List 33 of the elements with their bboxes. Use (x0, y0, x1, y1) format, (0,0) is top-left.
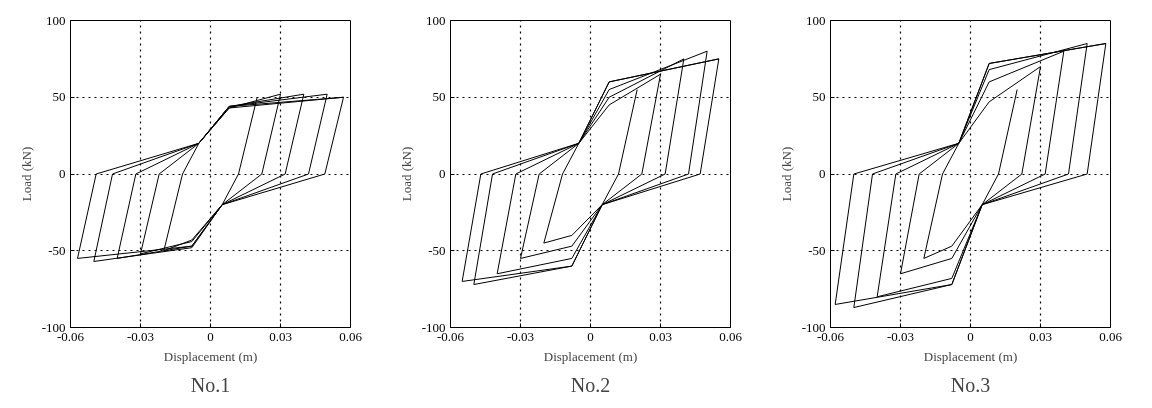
x-tick-label: -0.03 (126, 328, 155, 344)
y-axis-title: Load (kN) (18, 146, 34, 202)
x-tick-label: -0.03 (886, 328, 915, 344)
y-axis-title: Load (kN) (398, 146, 414, 202)
text: No.1 (190, 373, 231, 396)
y-axis-title: Load (kN) (778, 146, 794, 202)
x-tick-label: 0 (967, 328, 974, 344)
x-axis-title: Displacement (m) (543, 348, 638, 364)
y-tick-label: 50 (52, 89, 66, 105)
y-tick-label: 50 (812, 89, 826, 105)
y-tick-label: 100 (806, 12, 826, 28)
y-tick-label: 0 (439, 166, 446, 181)
y-tick-label: 50 (432, 89, 446, 105)
x-tick-label: -0.03 (506, 328, 535, 344)
x-tick-label: 0.03 (1029, 328, 1052, 344)
y-tick-label: 100 (426, 12, 446, 28)
y-tick-label: 0 (59, 166, 66, 181)
y-tick-label: 0 (819, 166, 826, 181)
y-tick-label: -50 (48, 242, 66, 258)
x-tick-label: 0.03 (269, 328, 292, 344)
y-tick-label: -50 (428, 242, 446, 258)
text: No.3 (950, 373, 991, 396)
x-tick-label: 0 (587, 328, 594, 344)
x-tick-label: 0.03 (649, 328, 672, 344)
x-tick-label: 0.06 (719, 328, 743, 344)
x-tick-label: 0.06 (339, 328, 363, 344)
x-axis-title: Displacement (m) (163, 348, 258, 364)
text: No.2 (570, 373, 611, 396)
y-tick-label: 100 (46, 12, 66, 28)
x-tick-label: 0 (207, 328, 214, 344)
x-tick-label: 0.06 (1099, 328, 1123, 344)
x-axis-title: Displacement (m) (923, 348, 1018, 364)
y-tick-label: -50 (808, 242, 826, 258)
